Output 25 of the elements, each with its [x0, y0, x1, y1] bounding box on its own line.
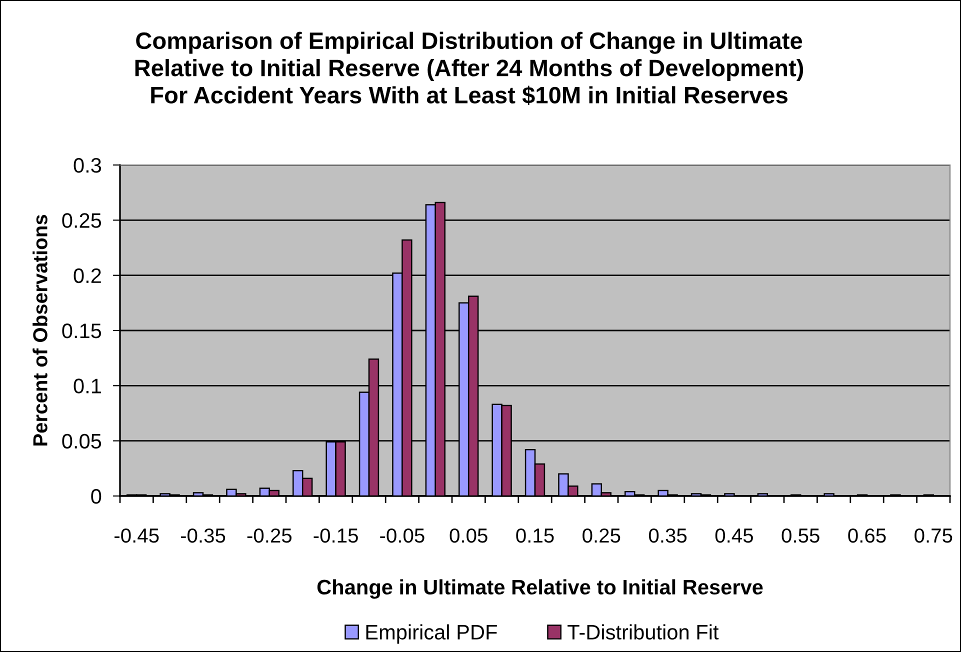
x-tick-label: 0.45 [715, 528, 753, 543]
x-tick-label: 0.75 [914, 528, 952, 543]
x-axis-title: Change in Ultimate Relative to Initial Reserve [317, 579, 763, 599]
x-tick-label: 0.35 [648, 528, 687, 543]
y-tick-label: 0.05 [62, 434, 102, 449]
y-tick-label: 0.2 [74, 268, 101, 284]
y-tick-label: 0.3 [74, 158, 102, 173]
x-tick-label: -0.35 [180, 528, 226, 543]
x-tick-label: 0.65 [848, 528, 886, 543]
y-tick-label: 0.15 [62, 324, 102, 338]
x-tick-label: 0.25 [582, 528, 620, 543]
x-tick-label: -0.45 [114, 528, 159, 543]
x-tick-label: -0.15 [314, 528, 358, 543]
y-tick-label: 0.25 [62, 213, 102, 228]
legend-label: Empirical PDF [366, 624, 497, 644]
y-axis-title: Percent of Observations [32, 214, 48, 446]
x-tick-label: -0.05 [380, 528, 424, 543]
x-tick-label: 0.55 [782, 528, 820, 543]
x-tick-label: 0.05 [450, 528, 488, 543]
y-tick-label: 0 [91, 489, 102, 504]
y-tick-label: 0.1 [74, 378, 101, 394]
x-tick-label: 0.15 [516, 528, 554, 543]
legend-label: T-Distribution Fit [568, 624, 719, 640]
x-tick-label: -0.25 [247, 528, 292, 543]
chart-title: Comparison of Empirical Distribution of Change in Ultimate Relative to Initial Reserve (After 24 Months of Development) For Accident Years With at Least $10M in Initial Reserves [135, 32, 804, 106]
